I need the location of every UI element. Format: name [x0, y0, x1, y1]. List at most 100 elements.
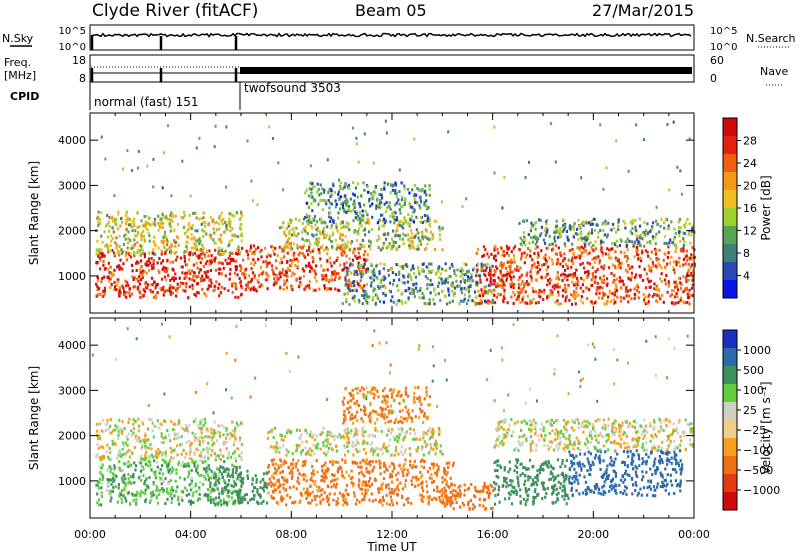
data-cell: [201, 257, 204, 261]
data-cell: [557, 290, 560, 294]
data-cell: [553, 237, 556, 241]
data-cell: [520, 283, 523, 287]
data-cell: [430, 462, 434, 466]
data-cell: [113, 194, 116, 198]
data-cell: [117, 483, 121, 486]
velocity-scatter-data: [91, 322, 695, 511]
data-cell: [572, 227, 575, 231]
data-cell: [267, 470, 271, 474]
data-cell: [582, 278, 585, 282]
data-cell: [259, 486, 262, 490]
data-cell: [382, 241, 385, 245]
data-cell: [321, 208, 324, 212]
data-cell: [198, 492, 201, 496]
data-cell: [351, 281, 354, 285]
data-cell: [229, 455, 232, 459]
data-cell: [564, 299, 567, 303]
data-cell: [170, 492, 173, 495]
data-cell: [428, 187, 431, 191]
data-cell: [599, 248, 602, 252]
data-cell: [549, 289, 552, 292]
data-cell: [266, 262, 269, 265]
data-cell: [139, 461, 142, 465]
data-cell: [298, 251, 301, 255]
data-cell: [673, 301, 676, 305]
data-cell: [330, 226, 333, 230]
data-cell: [555, 224, 559, 228]
data-cell: [202, 252, 205, 256]
data-cell: [282, 462, 285, 466]
data-cell: [587, 235, 590, 239]
data-cell: [435, 471, 439, 475]
data-cell: [204, 459, 207, 463]
data-cell: [417, 231, 420, 235]
data-cell: [235, 469, 238, 473]
data-cell: [624, 286, 628, 290]
data-cell: [423, 466, 426, 470]
data-cell: [182, 448, 185, 452]
data-cell: [122, 494, 125, 498]
data-cell: [418, 196, 422, 200]
data-cell: [129, 238, 132, 242]
data-cell: [376, 297, 379, 300]
data-cell: [581, 236, 584, 240]
data-cell: [330, 480, 333, 484]
data-cell: [232, 479, 236, 483]
data-cell: [189, 447, 192, 451]
data-cell: [308, 280, 311, 284]
data-cell: [660, 293, 664, 297]
data-cell: [297, 253, 300, 257]
data-cell: [412, 220, 415, 224]
data-cell: [239, 280, 242, 284]
data-cell: [469, 283, 472, 287]
data-cell: [324, 461, 327, 465]
data-cell: [616, 295, 619, 299]
data-cell: [655, 288, 658, 291]
data-cell: [290, 263, 293, 267]
data-cell: [403, 187, 406, 190]
data-cell: [683, 240, 686, 244]
data-cell: [567, 283, 570, 287]
data-cell: [617, 224, 620, 228]
data-cell: [220, 424, 223, 428]
data-cell: [626, 270, 629, 274]
data-cell: [117, 433, 120, 437]
data-cell: [238, 477, 241, 481]
data-cell: [140, 265, 143, 268]
data-cell: [174, 272, 177, 276]
data-cell: [135, 464, 138, 468]
data-cell: [213, 231, 216, 235]
data-cell: [222, 498, 225, 502]
data-cell: [587, 242, 590, 246]
data-cell: [392, 240, 395, 244]
data-cell: [315, 484, 318, 488]
data-cell: [137, 261, 140, 265]
data-cell: [593, 278, 596, 282]
data-cell: [208, 447, 212, 451]
data-cell: [199, 268, 202, 272]
data-cell: [502, 295, 505, 299]
data-cell: [317, 226, 320, 230]
data-cell: [612, 274, 615, 278]
data-cell: [118, 460, 121, 464]
data-cell: [508, 265, 511, 269]
data-cell: [100, 466, 103, 470]
data-cell: [403, 203, 406, 206]
data-cell: [316, 228, 319, 232]
data-cell: [360, 213, 363, 217]
data-cell: [635, 246, 638, 249]
data-cell: [317, 247, 320, 251]
data-cell: [620, 261, 623, 265]
data-cell: [405, 263, 408, 267]
data-cell: [568, 224, 572, 228]
data-cell: [611, 222, 615, 226]
data-cell: [136, 166, 139, 170]
data-cell: [366, 300, 369, 304]
data-cell: [630, 271, 633, 275]
data-cell: [140, 232, 143, 236]
data-cell: [344, 497, 347, 501]
data-cell: [211, 220, 214, 223]
data-cell: [195, 275, 198, 279]
data-cell: [548, 295, 551, 299]
data-cell: [171, 260, 174, 264]
